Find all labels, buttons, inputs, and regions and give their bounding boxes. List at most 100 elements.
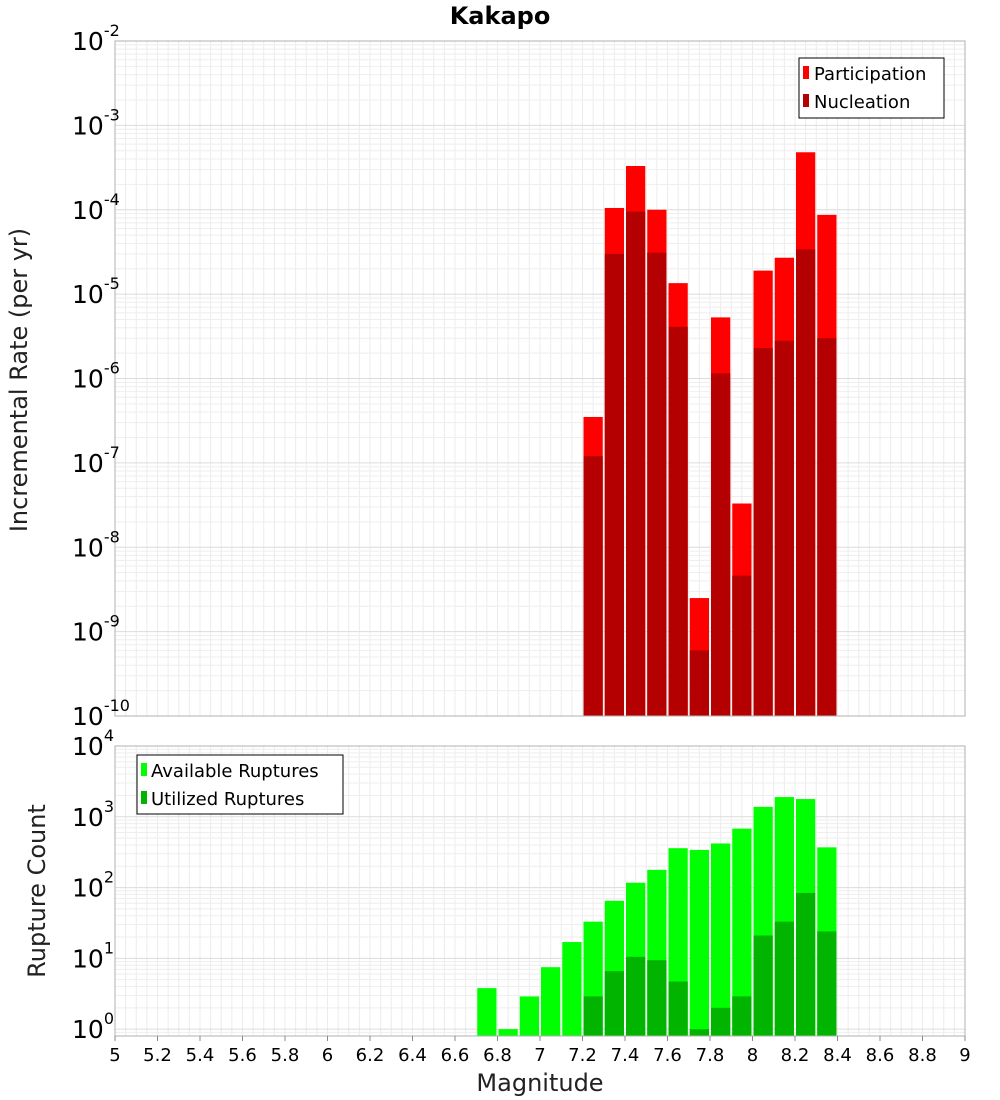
x-tick-label: 8.4 xyxy=(823,1045,852,1066)
bar-utilized-ruptures xyxy=(668,981,688,1036)
y-tick-exponent: -3 xyxy=(104,105,120,124)
x-tick-label: 5 xyxy=(109,1045,120,1066)
bar-nucleation xyxy=(774,340,794,716)
y-tick-label: 10-10 xyxy=(72,696,130,731)
bottom-legend: Available Ruptures Utilized Ruptures xyxy=(136,754,344,815)
y-tick-exponent: 1 xyxy=(104,938,114,957)
legend-label-participation: Participation xyxy=(814,64,926,85)
y-tick-exponent: -2 xyxy=(104,21,120,40)
x-tick-label: 5.4 xyxy=(186,1045,215,1066)
bar-nucleation xyxy=(817,338,837,716)
y-tick-base: 10 xyxy=(72,874,104,903)
legend-label-available: Available Ruptures xyxy=(151,761,319,782)
x-tick-label: 6.4 xyxy=(398,1045,427,1066)
x-tick-label: 6.2 xyxy=(356,1045,385,1066)
y-tick-label: 10-9 xyxy=(72,612,120,647)
y-tick-exponent: -4 xyxy=(104,190,120,209)
bar-utilized-ruptures xyxy=(796,892,816,1036)
y-tick-exponent: -7 xyxy=(104,443,120,462)
bar-nucleation xyxy=(711,373,731,716)
bar-available-ruptures xyxy=(711,843,731,1036)
y-tick-base: 10 xyxy=(72,533,104,562)
bar-available-ruptures xyxy=(477,988,497,1036)
y-tick-exponent: 2 xyxy=(104,868,114,887)
x-tick-label: 8.8 xyxy=(908,1045,937,1066)
legend-label-utilized: Utilized Ruptures xyxy=(151,789,304,810)
top-plot-border xyxy=(114,40,966,717)
legend-swatch-utilized xyxy=(141,791,147,804)
x-tick-label: 5.6 xyxy=(228,1045,257,1066)
y-tick-label: 10-8 xyxy=(72,527,120,562)
bar-utilized-ruptures xyxy=(711,1007,731,1036)
legend-swatch-available xyxy=(141,763,147,776)
bar-utilized-ruptures xyxy=(817,931,837,1036)
y-tick-base: 10 xyxy=(72,365,104,394)
y-tick-base: 10 xyxy=(72,449,104,478)
y-tick-exponent: -5 xyxy=(104,274,120,293)
y-tick-label: 102 xyxy=(72,868,114,903)
bar-available-ruptures xyxy=(562,942,582,1036)
top-panel: 10-210-310-410-510-610-710-810-910-10 In… xyxy=(5,21,966,731)
y-tick-base: 10 xyxy=(72,944,104,973)
bar-nucleation xyxy=(668,326,688,716)
y-tick-label: 10-2 xyxy=(72,21,120,56)
bar-available-ruptures xyxy=(498,1029,518,1036)
y-tick-label: 104 xyxy=(72,726,114,761)
bar-utilized-ruptures xyxy=(626,956,646,1036)
x-tick-label: 8.2 xyxy=(781,1045,810,1066)
bar-nucleation xyxy=(626,211,646,716)
legend-swatch-participation xyxy=(803,66,809,79)
legend-label-nucleation: Nucleation xyxy=(814,92,910,113)
y-tick-exponent: -10 xyxy=(104,696,130,715)
x-tick-label: 9 xyxy=(959,1045,970,1066)
x-tick-label: 5.2 xyxy=(143,1045,172,1066)
x-tick-label: 6.6 xyxy=(441,1045,470,1066)
y-tick-exponent: 0 xyxy=(104,1009,114,1028)
x-axis-label: Magnitude xyxy=(476,1069,603,1097)
y-tick-exponent: -6 xyxy=(104,359,120,378)
x-tick-label: 6 xyxy=(322,1045,333,1066)
y-tick-label: 103 xyxy=(72,797,114,832)
bar-available-ruptures xyxy=(732,828,752,1036)
bar-nucleation xyxy=(689,650,709,716)
y-tick-base: 10 xyxy=(72,732,104,761)
y-tick-label: 10-4 xyxy=(72,190,120,225)
bar-nucleation xyxy=(732,575,752,716)
bar-available-ruptures xyxy=(541,967,561,1036)
x-tick-label: 8 xyxy=(747,1045,758,1066)
x-tick-label: 6.8 xyxy=(483,1045,512,1066)
top-legend-box xyxy=(798,57,945,119)
y-tick-base: 10 xyxy=(72,618,104,647)
bar-nucleation xyxy=(753,347,773,716)
y-tick-base: 10 xyxy=(72,1015,104,1044)
top-y-ticks: 10-210-310-410-510-610-710-810-910-10 xyxy=(72,21,130,731)
x-tick-label: 7.4 xyxy=(611,1045,640,1066)
y-tick-label: 100 xyxy=(72,1009,114,1044)
x-tick-label: 7.2 xyxy=(568,1045,597,1066)
chart-title: Kakapo xyxy=(450,2,551,30)
y-tick-label: 10-5 xyxy=(72,274,120,309)
bar-utilized-ruptures xyxy=(583,996,603,1036)
y-tick-label: 10-7 xyxy=(72,443,120,478)
y-tick-base: 10 xyxy=(72,803,104,832)
x-tick-label: 7.6 xyxy=(653,1045,682,1066)
top-y-axis-label: Incremental Rate (per yr) xyxy=(5,228,33,532)
y-tick-exponent: 3 xyxy=(104,797,114,816)
bar-nucleation xyxy=(647,252,667,716)
bottom-legend-box xyxy=(136,754,344,815)
bottom-bars xyxy=(477,797,837,1036)
bottom-y-axis-label: Rupture Count xyxy=(23,804,51,978)
y-tick-base: 10 xyxy=(72,702,104,731)
bar-nucleation xyxy=(796,249,816,716)
bar-utilized-ruptures xyxy=(774,921,794,1036)
y-tick-exponent: -9 xyxy=(104,612,120,631)
x-tick-label: 7.8 xyxy=(696,1045,725,1066)
bar-nucleation xyxy=(604,253,624,716)
y-tick-base: 10 xyxy=(72,280,104,309)
y-tick-label: 101 xyxy=(72,938,114,973)
y-tick-base: 10 xyxy=(72,27,104,56)
bar-utilized-ruptures xyxy=(732,996,752,1036)
x-tick-label: 5.8 xyxy=(271,1045,300,1066)
